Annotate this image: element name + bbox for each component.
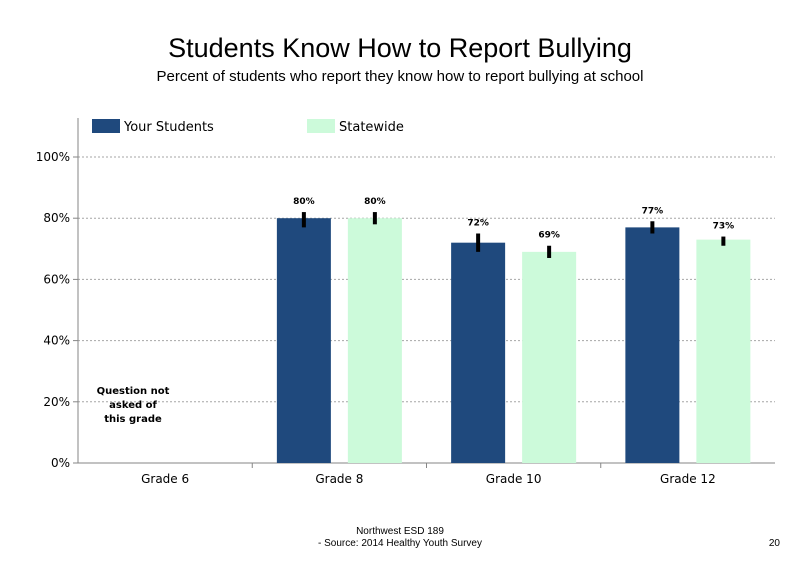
y-tick-label: 60%	[43, 272, 70, 286]
x-tick-label: Grade 6	[141, 472, 189, 486]
y-tick-label: 20%	[43, 395, 70, 409]
chart-title: Students Know How to Report Bullying	[168, 33, 632, 63]
note-line: Question not	[96, 386, 170, 397]
y-tick-label: 0%	[51, 456, 70, 470]
legend-swatch	[307, 119, 335, 133]
x-tick-label: Grade 8	[315, 472, 363, 486]
data-label: 77%	[642, 206, 664, 216]
x-tick-label: Grade 10	[486, 472, 542, 486]
y-tick-label: 80%	[43, 211, 70, 225]
footer: Northwest ESD 189 - Source: 2014 Healthy…	[250, 526, 550, 550]
y-tick-label: 40%	[43, 334, 70, 348]
chart-subtitle: Percent of students who report they know…	[156, 68, 644, 85]
legend-label: Statewide	[339, 120, 404, 135]
footer-org: Northwest ESD 189	[356, 526, 444, 537]
legend-swatch	[92, 119, 120, 133]
legend-label: Your Students	[123, 120, 214, 135]
bar	[522, 251, 577, 463]
footer-source: - Source: 2014 Healthy Youth Survey	[318, 538, 482, 549]
bar	[625, 227, 680, 463]
bar	[347, 218, 402, 463]
data-label: 80%	[293, 197, 315, 207]
y-tick-label: 100%	[36, 150, 70, 164]
data-label: 69%	[538, 231, 560, 241]
data-label: 73%	[713, 222, 735, 232]
data-label: 72%	[467, 219, 489, 229]
bar	[276, 218, 331, 463]
bar	[696, 239, 751, 463]
page-number: 20	[768, 538, 780, 549]
note-line: asked of	[109, 400, 157, 411]
grade6-note: Question not asked of this grade	[88, 385, 178, 427]
x-tick-label: Grade 12	[660, 472, 716, 486]
note-line: this grade	[104, 414, 162, 425]
data-label: 80%	[364, 197, 386, 207]
bar	[451, 242, 506, 463]
